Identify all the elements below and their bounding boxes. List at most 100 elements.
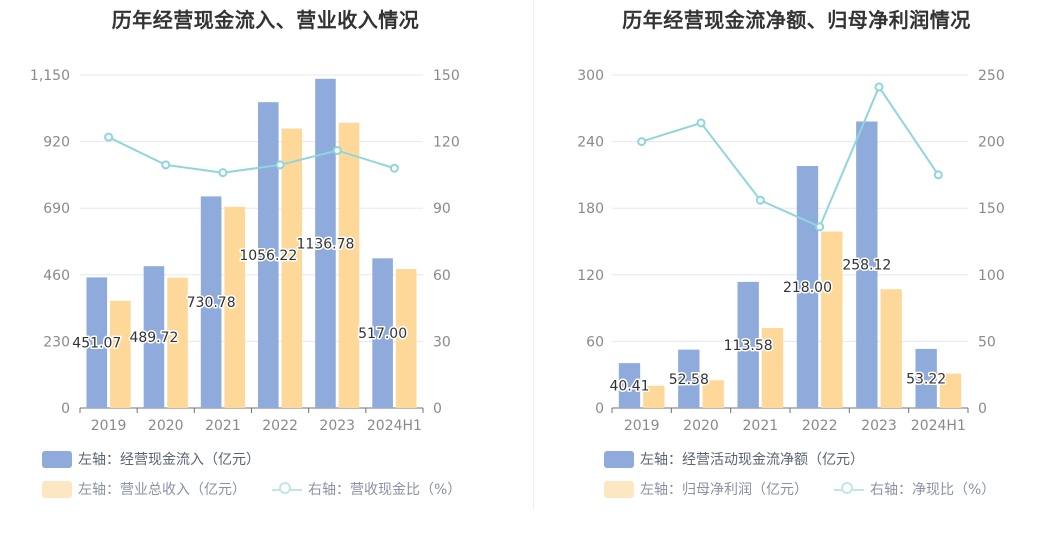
legend-label: 左轴：营业总收入（亿元） — [78, 482, 246, 498]
y-right-tick-label: 90 — [433, 201, 451, 217]
bar-secondary — [821, 231, 843, 408]
chart-plot-area: 0 0 230 30 460 60 690 90 920 120 1,150 150 2019 2020 2… — [30, 68, 460, 434]
line-point — [874, 82, 884, 92]
bar-primary — [856, 121, 878, 408]
chart-title: 历年经营现金流入、营业收入情况 — [111, 8, 420, 32]
y-right-tick-label: 120 — [433, 135, 460, 151]
bar-primary — [737, 281, 759, 408]
y-right-tick-label: 60 — [433, 268, 451, 284]
legend-item-series-1[interactable]: 左轴：营业总收入（亿元） — [42, 479, 246, 499]
legend-item-series-2[interactable]: 右轴：净现比（%） — [834, 479, 995, 499]
y-left-tick-label: 120 — [577, 268, 604, 284]
data-label: 1136.78 — [297, 236, 355, 252]
line-point — [637, 137, 647, 147]
bar-secondary — [702, 380, 724, 408]
data-label: 52.58 — [669, 372, 709, 388]
bar-secondary — [167, 277, 188, 408]
legend-label: 左轴：经营活动现金流净额（亿元） — [640, 452, 864, 468]
bar-primary — [200, 196, 222, 408]
x-tick-label: 2020 — [683, 418, 719, 434]
legend-item-series-0[interactable]: 左轴：经营活动现金流净额（亿元） — [604, 449, 864, 469]
legend-item-series-2[interactable]: 右轴：营收现金比（%） — [272, 479, 461, 499]
y-right-tick-label: 250 — [978, 68, 1005, 84]
y-right-tick-label: 0 — [978, 401, 987, 417]
bar-primary — [678, 349, 700, 408]
line-point — [218, 168, 228, 178]
y-right-tick-label: 30 — [433, 334, 451, 350]
y-left-tick-label: 60 — [586, 334, 604, 350]
data-label: 451.07 — [72, 336, 121, 352]
bar-primary — [618, 363, 641, 408]
line-point — [332, 145, 342, 155]
legend-swatch-bar — [42, 480, 72, 498]
bar-secondary — [939, 373, 962, 408]
legend-swatch-line — [834, 481, 864, 498]
chart-title: 历年经营现金流净额、归母净利润情况 — [622, 8, 971, 32]
legend-label: 左轴：归母净利润（亿元） — [640, 482, 808, 498]
x-tick-label: 2020 — [148, 418, 184, 434]
bar-secondary — [338, 122, 360, 408]
bar-secondary — [395, 269, 417, 408]
line-series — [108, 136, 395, 174]
x-tick-label: 2022 — [802, 418, 838, 434]
data-label: 730.78 — [187, 295, 236, 311]
data-label: 517.00 — [358, 326, 407, 342]
data-label: 113.58 — [724, 338, 773, 354]
data-label: 40.41 — [609, 379, 649, 395]
line-point — [755, 195, 765, 205]
y-left-tick-label: 460 — [43, 268, 70, 284]
bar-primary — [372, 258, 393, 408]
legend-item-series-0[interactable]: 左轴：经营现金流入（亿元） — [42, 449, 260, 469]
y-left-tick-label: 0 — [595, 401, 604, 417]
bar-secondary — [761, 328, 784, 408]
data-label: 489.72 — [129, 330, 178, 346]
bar-secondary — [880, 289, 902, 408]
y-left-tick-label: 230 — [43, 334, 70, 350]
y-left-tick-label: 300 — [577, 68, 604, 84]
legend-swatch-line — [272, 481, 302, 498]
bar-secondary — [281, 128, 303, 408]
x-tick-label: 2024H1 — [367, 418, 422, 434]
legend-label: 右轴：净现比（%） — [870, 482, 996, 498]
y-left-tick-label: 690 — [43, 201, 70, 217]
bar-primary — [86, 277, 108, 408]
y-right-tick-label: 150 — [978, 201, 1005, 217]
x-tick-label: 2021 — [205, 418, 241, 434]
y-right-tick-label: 0 — [433, 401, 442, 417]
y-left-tick-label: 0 — [61, 401, 70, 417]
line-series — [641, 84, 940, 229]
x-tick-label: 2019 — [624, 418, 660, 434]
line-point — [389, 163, 399, 173]
y-right-tick-label: 100 — [978, 268, 1005, 284]
x-tick-label: 2024H1 — [911, 418, 966, 434]
y-right-tick-label: 50 — [978, 334, 996, 350]
chart-plot-area: 0 0 60 50 120 100 180 150 240 200 300 250 2019 2020 20… — [577, 68, 1005, 434]
x-tick-label: 2023 — [319, 418, 355, 434]
bar-primary — [796, 166, 819, 408]
bar-secondary — [224, 206, 245, 408]
bar-secondary — [643, 385, 665, 408]
line-point — [696, 118, 706, 128]
legend-item-series-1[interactable]: 左轴：归母净利润（亿元） — [604, 479, 808, 499]
x-tick-label: 2022 — [262, 418, 298, 434]
bar-secondary — [110, 300, 131, 408]
legend-label: 左轴：经营现金流入（亿元） — [78, 452, 260, 468]
y-right-tick-label: 200 — [978, 135, 1005, 151]
chart-panel-cash-inflow: 历年经营现金流入、营业收入情况 0 0 230 30 460 60 690 90 920 120 1… — [30, 8, 461, 499]
legend-swatch-bar — [604, 450, 634, 468]
line-point — [815, 222, 825, 232]
bar-primary — [915, 348, 937, 408]
y-left-tick-label: 180 — [577, 201, 604, 217]
bar-primary — [315, 78, 336, 408]
line-point — [161, 160, 171, 170]
legend-swatch-bar — [604, 480, 634, 498]
x-tick-label: 2021 — [743, 418, 779, 434]
bar-primary — [258, 102, 279, 408]
y-left-tick-label: 920 — [43, 135, 70, 151]
data-label: 258.12 — [842, 258, 891, 274]
chart-panel-net-cash: 历年经营现金流净额、归母净利润情况 0 0 60 50 120 100 180 150 240 2… — [531, 0, 1062, 546]
data-label: 1056.22 — [239, 248, 297, 264]
legend-swatch-bar — [42, 450, 72, 468]
line-point — [275, 160, 285, 170]
y-left-tick-label: 240 — [577, 135, 604, 151]
